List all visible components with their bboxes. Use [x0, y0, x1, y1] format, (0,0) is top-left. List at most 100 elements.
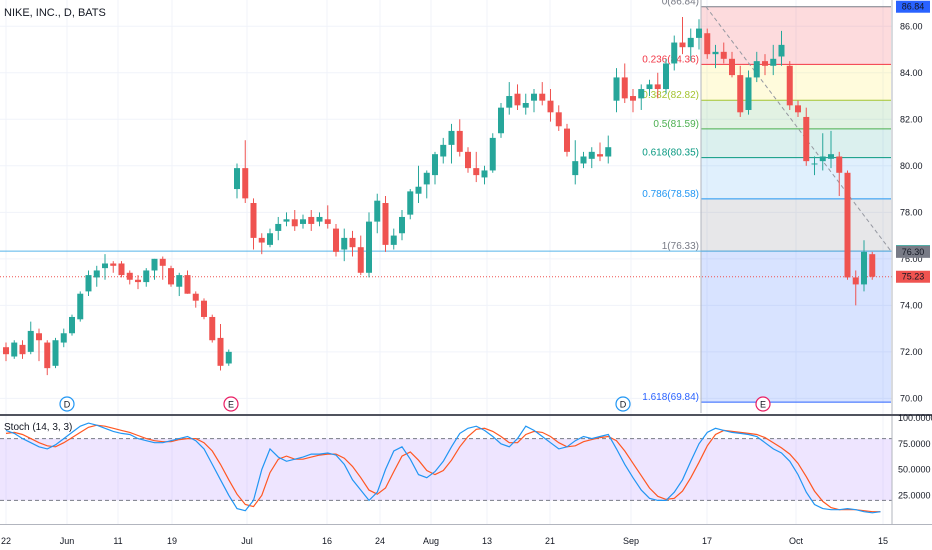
candle-body[interactable] — [275, 223, 282, 231]
candle-body[interactable] — [300, 219, 306, 224]
candle-body[interactable] — [489, 137, 496, 171]
candle-body[interactable] — [828, 154, 834, 159]
candle-body[interactable] — [712, 51, 719, 55]
candle-body[interactable] — [349, 237, 356, 248]
candle-body[interactable] — [531, 93, 537, 101]
candle-body[interactable] — [473, 168, 480, 176]
candle-body[interactable] — [258, 237, 265, 243]
candle-body[interactable] — [852, 277, 859, 285]
candle-body[interactable] — [555, 112, 562, 127]
candle-body[interactable] — [242, 168, 249, 199]
event-marker[interactable] — [615, 396, 631, 412]
candle-body[interactable] — [110, 263, 117, 266]
candle-body[interactable] — [423, 172, 430, 185]
candle-body[interactable] — [514, 93, 521, 106]
candle-body[interactable] — [836, 156, 843, 173]
candle-body[interactable] — [283, 219, 290, 222]
candle-body[interactable] — [869, 254, 876, 277]
event-marker[interactable] — [223, 396, 239, 412]
candle-body[interactable] — [861, 251, 867, 285]
candle-body[interactable] — [729, 58, 735, 76]
candle-body[interactable] — [217, 337, 224, 366]
candle-body[interactable] — [3, 347, 9, 355]
candle-body[interactable] — [209, 316, 216, 341]
candle-body[interactable] — [374, 200, 381, 222]
candle-body[interactable] — [506, 96, 513, 108]
candle-body[interactable] — [762, 61, 768, 66]
candle-body[interactable] — [481, 170, 488, 178]
candle-body[interactable] — [696, 28, 702, 38]
candle-body[interactable] — [770, 58, 777, 66]
candle-body[interactable] — [382, 203, 389, 245]
candle-body[interactable] — [52, 340, 59, 366]
candle-body[interactable] — [399, 216, 405, 234]
candle-body[interactable] — [192, 293, 199, 301]
candle-body[interactable] — [588, 151, 595, 159]
candle-body[interactable] — [522, 103, 529, 108]
candle-body[interactable] — [85, 275, 92, 292]
candle-body[interactable] — [176, 275, 183, 287]
candle-body[interactable] — [663, 63, 669, 90]
candle-body[interactable] — [613, 77, 620, 101]
candle-body[interactable] — [456, 130, 463, 152]
candle-body[interactable] — [151, 258, 158, 271]
candle-body[interactable] — [465, 151, 471, 169]
candle-body[interactable] — [646, 84, 653, 90]
candle-body[interactable] — [36, 333, 42, 341]
candle-body[interactable] — [316, 216, 323, 222]
candle-body[interactable] — [143, 270, 150, 283]
fib-trend-line[interactable] — [705, 6, 892, 252]
candle-body[interactable] — [432, 154, 438, 176]
candle-body[interactable] — [786, 65, 793, 106]
candle-body[interactable] — [605, 147, 612, 157]
candle-body[interactable] — [366, 221, 372, 273]
candle-body[interactable] — [333, 228, 339, 252]
candle-body[interactable] — [580, 156, 587, 164]
candle-body[interactable] — [126, 272, 133, 280]
candle-body[interactable] — [135, 279, 141, 283]
candle-body[interactable] — [811, 163, 818, 165]
candle-body[interactable] — [27, 330, 34, 352]
candle-body[interactable] — [250, 203, 257, 238]
candle-body[interactable] — [234, 168, 240, 190]
candle-body[interactable] — [572, 161, 579, 176]
candle-body[interactable] — [102, 263, 108, 269]
event-marker[interactable] — [755, 396, 771, 412]
candle-body[interactable] — [630, 96, 636, 101]
candle-body[interactable] — [720, 51, 727, 59]
candle-body[interactable] — [679, 42, 686, 48]
candle-body[interactable] — [440, 144, 447, 157]
candle-body[interactable] — [308, 216, 315, 224]
candle-body[interactable] — [547, 100, 554, 113]
candle-body[interactable] — [638, 89, 645, 99]
candle-body[interactable] — [687, 37, 694, 48]
candle-body[interactable] — [654, 84, 661, 90]
stochastic-panel[interactable] — [0, 422, 892, 514]
fibonacci-retracement[interactable]: 0(86.84) 0.236(84.36) 0.382(82.82) 0.5(81.5… — [642, 0, 892, 413]
candle-body[interactable] — [118, 263, 125, 276]
candle-body[interactable] — [753, 61, 760, 78]
candle-body[interactable] — [795, 105, 801, 113]
candle-body[interactable] — [819, 156, 826, 162]
candle-body[interactable] — [60, 333, 67, 343]
candle-body[interactable] — [159, 258, 166, 266]
event-marker[interactable] — [59, 396, 75, 412]
candle-body[interactable] — [357, 247, 364, 273]
candle-body[interactable] — [415, 186, 422, 194]
candle-body[interactable] — [597, 154, 603, 157]
candle-body[interactable] — [201, 300, 207, 317]
candle-body[interactable] — [69, 316, 75, 334]
candle-body[interactable] — [803, 116, 810, 162]
candle-body[interactable] — [407, 191, 414, 215]
candle-body[interactable] — [225, 351, 232, 364]
candle-body[interactable] — [267, 233, 273, 245]
candle-body[interactable] — [19, 344, 26, 355]
candle-body[interactable] — [737, 75, 744, 113]
candle-body[interactable] — [704, 33, 711, 55]
candle-body[interactable] — [44, 342, 51, 369]
candle-body[interactable] — [168, 268, 174, 285]
candle-body[interactable] — [291, 219, 298, 227]
candle-body[interactable] — [564, 128, 570, 152]
candle-body[interactable] — [341, 237, 348, 250]
